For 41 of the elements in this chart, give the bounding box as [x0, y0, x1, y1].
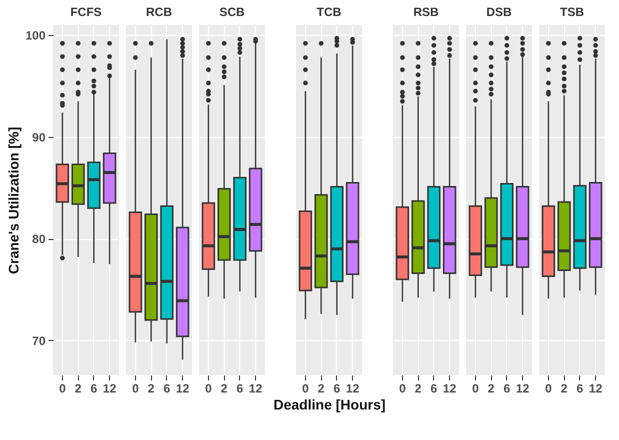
x-tick-label: 0 — [59, 382, 66, 396]
x-tick-label: 0 — [205, 382, 212, 396]
x-tick-label: 6 — [236, 382, 244, 396]
x-tick-label: 6 — [164, 382, 171, 396]
x-tick-label: 0 — [399, 382, 406, 396]
x-tick-label: 12 — [516, 382, 530, 396]
x-tick-label: 6 — [334, 382, 341, 396]
x-tick-label: 2 — [488, 382, 495, 396]
x-tick-label: 0 — [302, 382, 310, 396]
x-tick-label: 2 — [318, 382, 325, 396]
x-axis-title: Deadline [Hours] — [273, 396, 386, 412]
y-tick-label: 100 — [25, 28, 46, 43]
x-tick-label: 2 — [220, 382, 228, 396]
x-tick-label: 6 — [576, 382, 584, 396]
y-axis-title: Crane's Utilization [%] — [5, 126, 22, 274]
chart-title: SCB — [219, 5, 245, 19]
x-tick-label: 12 — [442, 382, 457, 396]
x-tick-label: 12 — [346, 382, 360, 396]
y-tick-label: 70 — [32, 334, 46, 348]
x-tick-label: 12 — [248, 382, 263, 396]
x-tick-label: 2 — [414, 382, 422, 396]
x-tick-label: 6 — [90, 382, 98, 396]
x-tick-label: 2 — [148, 382, 155, 396]
x-tick-label: 12 — [588, 382, 603, 396]
x-tick-label: 0 — [132, 382, 140, 396]
x-tick-label: 0 — [472, 382, 480, 396]
x-tick-label: 6 — [430, 382, 438, 396]
chart-title: DSB — [486, 5, 512, 19]
chart-title: TSB — [560, 5, 584, 19]
x-tick-label: 2 — [74, 382, 82, 396]
x-tick-label: 12 — [102, 382, 117, 396]
x-tick-label: 2 — [560, 382, 568, 396]
y-tick-label: 80 — [32, 232, 46, 246]
chart-title: RCB — [146, 5, 172, 19]
x-tick-label: 12 — [176, 382, 190, 396]
x-tick-label: 6 — [504, 382, 511, 396]
x-tick-label: 0 — [545, 382, 552, 396]
chart-title: RSB — [413, 5, 439, 19]
y-tick-label: 90 — [32, 130, 46, 144]
chart-title: FCFS — [70, 5, 102, 19]
chart-title: TCB — [316, 5, 342, 19]
